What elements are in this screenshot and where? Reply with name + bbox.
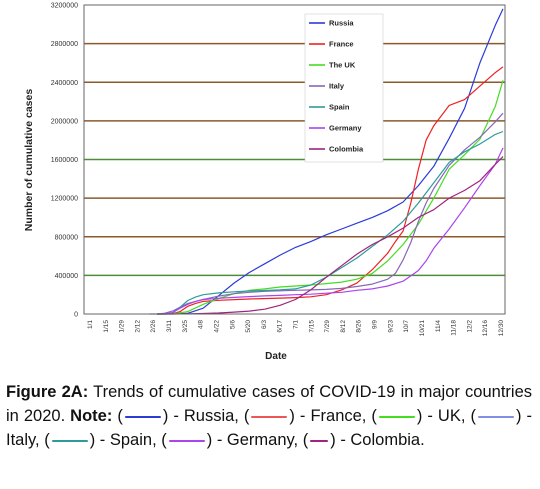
x-tick-label: 4/22 — [213, 320, 220, 333]
x-tick-label: 9/23 — [387, 320, 394, 333]
x-tick-label: 10/21 — [419, 320, 426, 337]
caption-item-open: ( — [117, 407, 123, 425]
caption-line-swatch — [167, 435, 207, 447]
caption-item-label: ) - Italy, — [6, 407, 532, 449]
caption-item-label: ) - Spain, — [89, 431, 157, 449]
x-tick-label: 3/25 — [182, 320, 189, 333]
y-tick-label: 800000 — [55, 234, 78, 241]
caption-line-swatch — [308, 435, 330, 447]
x-tick-label: 8/12 — [340, 320, 347, 333]
caption-legend-items: () - Russia, () - France, () - UK, () - … — [6, 407, 532, 449]
y-tick-label: 2400000 — [51, 80, 78, 87]
caption-line-swatch — [249, 411, 289, 423]
caption-label: Figure 2A: — [6, 383, 89, 401]
x-tick-label: 12/16 — [482, 320, 489, 337]
grid-lines — [84, 42, 505, 277]
y-tick-label: 1200000 — [51, 196, 78, 203]
caption-line-swatch — [377, 411, 417, 423]
series-line-colombia — [157, 156, 504, 315]
legend-label: Spain — [329, 103, 350, 112]
legend-label: Italy — [329, 82, 345, 91]
caption-legend-item: () - Italy, — [6, 407, 532, 449]
caption-line-swatch — [50, 435, 90, 447]
series-lines — [149, 8, 504, 315]
caption-legend-item: ( ) - France, — [239, 407, 366, 425]
cumulative-cases-chart: 0 400000 800000 1200000 1600000 2000000 240000… — [23, 3, 506, 362]
legend-label: Germany — [329, 124, 362, 133]
x-tick-label: 7/29 — [324, 320, 331, 333]
x-tick-label: 11/4 — [435, 320, 442, 333]
y-tick-label: 400000 — [55, 273, 78, 280]
y-axis-label: Number of cumulative cases — [23, 89, 35, 232]
series-line-germany — [157, 147, 504, 315]
x-tick-label: 6/17 — [277, 320, 284, 333]
caption-legend-item: ( ) - Spain, — [39, 431, 157, 449]
legend-label: France — [329, 40, 354, 49]
x-tick-label: 1/1 — [87, 320, 94, 329]
caption-item-open: ( — [366, 407, 377, 425]
x-tick-label: 6/3 — [261, 320, 268, 329]
x-tick-label: 4/8 — [198, 320, 205, 329]
caption-item-label: ) - Russia, — [162, 407, 239, 425]
caption-legend-item: ( ) - UK, — [366, 407, 465, 425]
plot-border — [83, 4, 506, 315]
caption-item-label: ) - France, — [289, 407, 367, 425]
series-line-italy — [149, 112, 504, 315]
caption-legend-item: ( ) - Russia, — [117, 407, 239, 425]
caption-item-label: ) - UK, — [416, 407, 466, 425]
legend-box — [304, 13, 384, 163]
legend: Russia France The UK Italy Spain Germany Colom… — [309, 19, 364, 154]
caption-item-label: ) - Colombia. — [330, 431, 425, 449]
legend-label: Russia — [329, 19, 354, 28]
x-tick-label: 12/2 — [466, 320, 473, 333]
x-tick-label: 12/30 — [498, 320, 505, 337]
series-line-france — [157, 66, 504, 315]
series-line-spain — [157, 130, 504, 315]
caption-item-open: ( — [465, 407, 476, 425]
x-tick-label: 9/9 — [372, 320, 379, 329]
caption-legend-item: ( ) - Germany, — [157, 431, 298, 449]
series-line-the-uk — [157, 80, 504, 315]
y-tick-label: 0 — [74, 312, 78, 319]
x-tick-label: 3/11 — [166, 320, 173, 333]
caption-legend-item: ( ) - Colombia. — [298, 431, 425, 449]
caption-item-open: ( — [156, 431, 167, 449]
y-tick-label: 1600000 — [51, 157, 78, 164]
series-line-russia — [157, 8, 504, 315]
legend-label: Colombia — [329, 145, 364, 154]
y-axis-ticks: 0 400000 800000 1200000 1600000 2000000 240000… — [51, 3, 78, 319]
x-axis-label: Date — [265, 351, 287, 362]
x-tick-label: 11/18 — [451, 320, 458, 336]
y-tick-label: 2800000 — [51, 41, 78, 48]
caption-item-open: ( — [298, 431, 309, 449]
y-tick-label: 3200000 — [51, 3, 78, 10]
caption-text: Trends of cumulative cases of COVID-19 i… — [6, 383, 533, 425]
caption-note-label: Note: — [70, 407, 113, 425]
x-tick-label: 2/12 — [134, 320, 141, 333]
x-axis-ticks: 1/1 1/15 1/29 2/12 2/26 3/11 3/25 4/8 4/22 5/6 5/2… — [87, 320, 505, 337]
caption-item-label: ) - Germany, — [206, 431, 299, 449]
caption-item-open: ( — [238, 407, 250, 425]
x-tick-label: 5/20 — [245, 320, 252, 333]
x-tick-label: 5/6 — [229, 320, 236, 329]
x-tick-label: 7/1 — [293, 320, 300, 329]
x-tick-label: 1/15 — [103, 320, 110, 333]
x-tick-label: 7/15 — [308, 320, 315, 333]
caption-line-swatch — [123, 411, 163, 423]
figure-caption: Figure 2A: Trends of cumulative cases of… — [6, 380, 532, 452]
y-tick-label: 2000000 — [51, 118, 78, 125]
x-tick-label: 8/26 — [356, 320, 363, 333]
x-tick-label: 2/26 — [150, 320, 157, 333]
x-tick-label: 10/7 — [403, 320, 410, 333]
caption-item-open: ( — [39, 431, 50, 449]
legend-label: The UK — [329, 61, 356, 70]
caption-line-swatch — [476, 411, 516, 423]
x-tick-label: 1/29 — [119, 320, 126, 333]
